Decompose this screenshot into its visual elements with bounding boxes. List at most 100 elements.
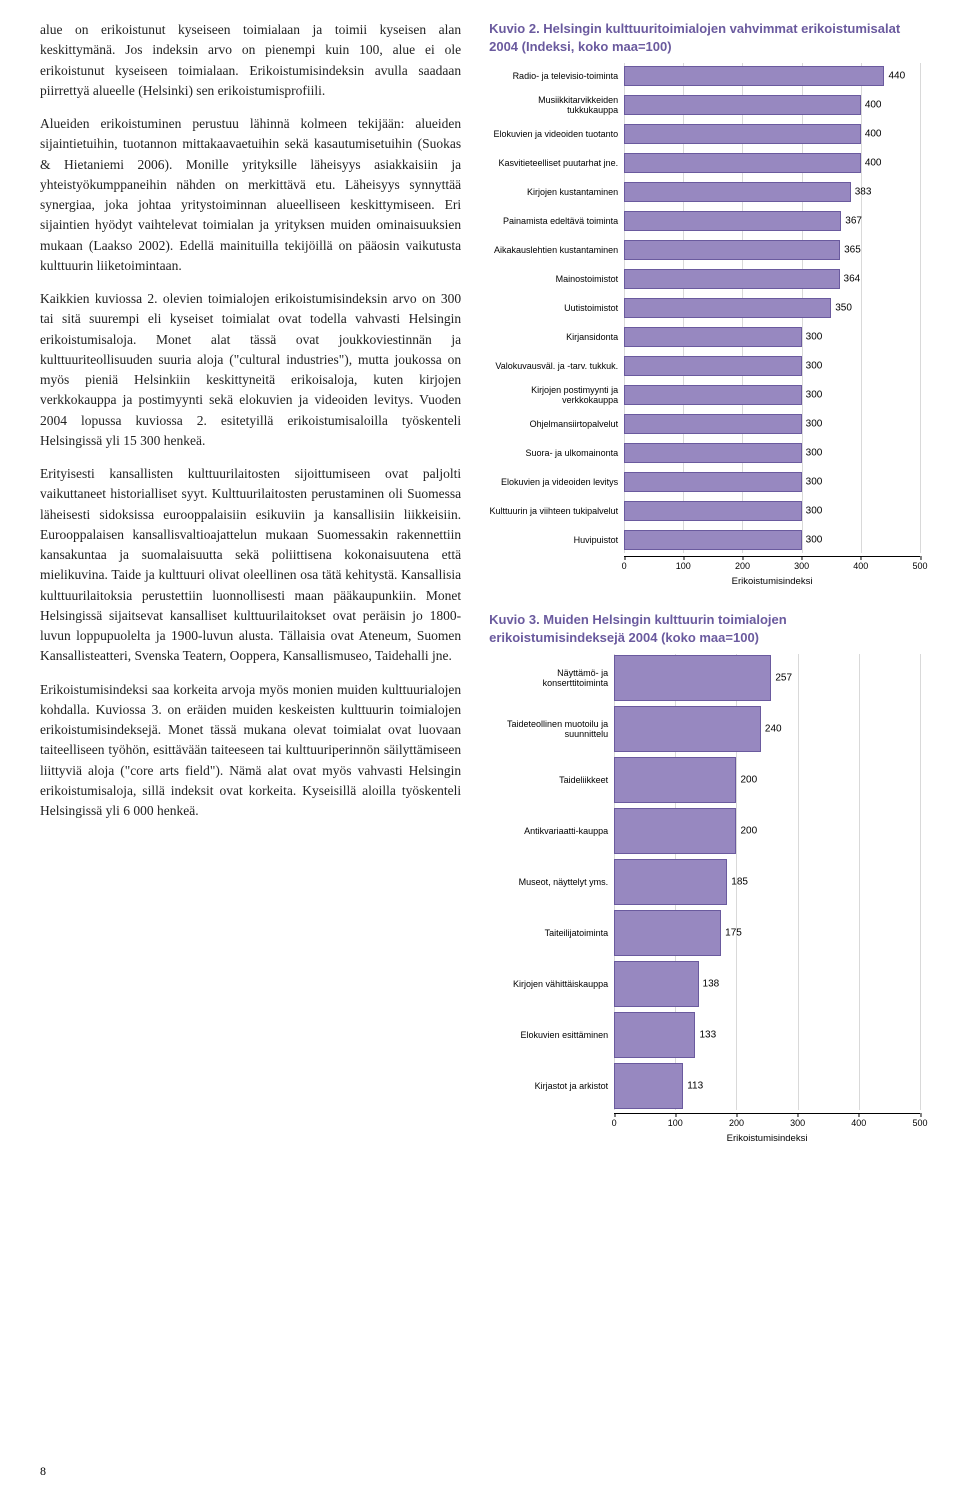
bar-label: Painamista edeltävä toiminta xyxy=(489,216,624,226)
bar-row: Uutistoimistot350 xyxy=(489,295,920,321)
bar-label: Kirjojen vähittäiskauppa xyxy=(489,979,614,989)
bar-label: Radio- ja televisio-​toiminta xyxy=(489,71,624,81)
bar-row: Suora- ja ulkomainonta 300 xyxy=(489,440,920,466)
bar-value: 300 xyxy=(806,448,823,459)
bar xyxy=(624,356,802,376)
right-charts-column: Kuvio 2. Helsingin kulttuuritoimialojen … xyxy=(489,20,920,1479)
bar-row: Taiteilijatoiminta 175 xyxy=(489,909,920,957)
bar-track: 300 xyxy=(624,324,920,350)
bar-label: Antikvariaatti-​kauppa xyxy=(489,826,614,836)
paragraph: alue on erikoistunut kyseiseen toimialaa… xyxy=(40,20,461,101)
bar-row: Painamista edeltävä toiminta 367 xyxy=(489,208,920,234)
axis-tick: 0 xyxy=(622,561,627,571)
bar-value: 200 xyxy=(740,775,757,786)
bar-label: Kirjojen kustantaminen xyxy=(489,187,624,197)
bar-track: 300 xyxy=(624,440,920,466)
bar xyxy=(614,808,736,854)
bar-label: Kirjastot ja arkistot xyxy=(489,1081,614,1091)
bar-track: 383 xyxy=(624,179,920,205)
bar-track: 367 xyxy=(624,208,920,234)
bar xyxy=(624,269,839,289)
bar-value: 257 xyxy=(775,673,792,684)
bar-row: Elokuvien ja videoiden tuotanto 400 xyxy=(489,121,920,147)
axis-tick: 200 xyxy=(735,561,750,571)
bar-label: Kulttuurin ja viihteen tukipalvelut xyxy=(489,506,624,516)
bar-label: Kasvitieteelliset puutarhat jne. xyxy=(489,158,624,168)
bar-label: Elokuvien ja videoiden tuotanto xyxy=(489,129,624,139)
bar-value: 300 xyxy=(806,506,823,517)
axis-tick: 300 xyxy=(794,561,809,571)
axis-tick: 500 xyxy=(912,561,927,571)
bar-label: Kirjojen postimyynti ja verkkokauppa xyxy=(489,385,624,406)
bar-label: Aikakauslehtien kustantaminen xyxy=(489,245,624,255)
bar-label: Suora- ja ulkomainonta xyxy=(489,448,624,458)
bar-track: 350 xyxy=(624,295,920,321)
bar-value: 175 xyxy=(725,928,742,939)
bar-label: Musiikkitarvikkeiden tukkukauppa xyxy=(489,95,624,116)
bar-value: 400 xyxy=(865,100,882,111)
bar xyxy=(624,182,851,202)
bar-track: 364 xyxy=(624,266,920,292)
bar-value: 300 xyxy=(806,535,823,546)
bar-label: Elokuvien esittäminen xyxy=(489,1030,614,1040)
chart-2-body: Radio- ja televisio-​toiminta 440 Musiikki… xyxy=(489,63,920,587)
bar-label: Mainostoimistot xyxy=(489,274,624,284)
bar-row: Musiikkitarvikkeiden tukkukauppa 400 xyxy=(489,92,920,118)
bar-track: 300 xyxy=(624,469,920,495)
bar-row: Mainostoimistot364 xyxy=(489,266,920,292)
bar-label: Taideteollinen muotoilu ja suunnittelu xyxy=(489,719,614,740)
bar-value: 400 xyxy=(865,158,882,169)
bar-row: Aikakauslehtien kustantaminen365 xyxy=(489,237,920,263)
bar-row: Kirjansidonta 300 xyxy=(489,324,920,350)
bar-value: 300 xyxy=(806,361,823,372)
axis-tick: 400 xyxy=(851,1118,866,1128)
bar-track: 138 xyxy=(614,960,920,1008)
bar xyxy=(624,443,802,463)
bar xyxy=(624,327,802,347)
bar xyxy=(614,757,736,803)
bar xyxy=(614,706,761,752)
bar-label: Näyttämö- ja konserttitoiminta xyxy=(489,668,614,689)
bar-label: Kirjansidonta xyxy=(489,332,624,342)
paragraph: Erityisesti kansallisten kulttuurilaitos… xyxy=(40,464,461,667)
bar xyxy=(624,530,802,550)
axis-tick: 500 xyxy=(912,1118,927,1128)
bar-value: 400 xyxy=(865,129,882,140)
bar-value: 367 xyxy=(845,216,862,227)
bar-value: 300 xyxy=(806,332,823,343)
bar-label: Museot, näyttelyt yms. xyxy=(489,877,614,887)
bar-track: 400 xyxy=(624,92,920,118)
bar-label: Taideliikkeet xyxy=(489,775,614,785)
bar-row: Antikvariaatti-​kauppa200 xyxy=(489,807,920,855)
bar-value: 185 xyxy=(731,877,748,888)
bar-track: 300 xyxy=(624,353,920,379)
bar-row: Elokuvien esittäminen133 xyxy=(489,1011,920,1059)
gridline xyxy=(920,63,921,553)
bar-track: 440 xyxy=(624,63,920,89)
bar xyxy=(614,910,721,956)
bar xyxy=(624,414,802,434)
bar-value: 383 xyxy=(855,187,872,198)
bar-row: Taideteollinen muotoilu ja suunnittelu24… xyxy=(489,705,920,753)
axis-tick: 200 xyxy=(729,1118,744,1128)
bar-row: Näyttämö- ja konserttitoiminta 257 xyxy=(489,654,920,702)
bar-track: 300 xyxy=(624,498,920,524)
bar xyxy=(624,95,861,115)
bar-label: Uutistoimistot xyxy=(489,303,624,313)
paragraph: Erikoistumisindeksi saa korkeita arvoja … xyxy=(40,680,461,822)
bar-track: 300 xyxy=(624,527,920,553)
bar-label: Huvipuistot xyxy=(489,535,624,545)
bar-label: Elokuvien ja videoiden levitys xyxy=(489,477,624,487)
bar-label: Taiteilijatoiminta xyxy=(489,928,614,938)
left-text-column: alue on erikoistunut kyseiseen toimialaa… xyxy=(40,20,461,1479)
chart-3: Kuvio 3. Muiden Helsingin kulttuurin toi… xyxy=(489,611,920,1144)
chart-3-axis-label: Erikoistumisindeksi xyxy=(614,1133,920,1144)
bar-value: 300 xyxy=(806,390,823,401)
bar xyxy=(624,240,840,260)
bar xyxy=(624,385,802,405)
axis-tick: 0 xyxy=(612,1118,617,1128)
bar-row: Museot, näyttelyt yms. 185 xyxy=(489,858,920,906)
bar-row: Huvipuistot 300 xyxy=(489,527,920,553)
bar-track: 365 xyxy=(624,237,920,263)
bar-value: 440 xyxy=(888,71,905,82)
